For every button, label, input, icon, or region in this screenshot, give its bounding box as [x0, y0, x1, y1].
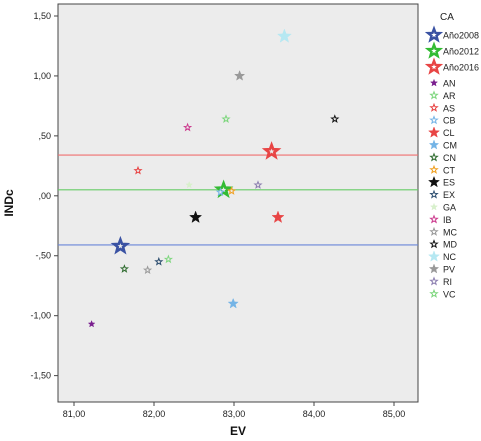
- point-ri: [253, 180, 263, 189]
- point-ex: [154, 256, 164, 266]
- y-tick-label: ,00: [38, 191, 51, 201]
- legend-marker: [427, 250, 441, 262]
- point-md: [330, 114, 340, 123]
- point-mc: [143, 265, 153, 275]
- legend-label: PV: [443, 265, 455, 275]
- legend-label: AN: [443, 79, 456, 89]
- legend-label: Año2012: [443, 47, 479, 57]
- legend-label: VC: [443, 289, 456, 299]
- y-tick-label: -,50: [35, 251, 51, 261]
- legend-marker: [429, 276, 439, 286]
- x-tick-label: 84,00: [303, 409, 326, 419]
- legend-marker: [429, 90, 439, 100]
- point-pv: [233, 70, 246, 81]
- legend-marker: [428, 139, 440, 150]
- legend-marker: [427, 126, 441, 138]
- legend-label: RI: [443, 277, 452, 287]
- legend-label: CM: [443, 141, 457, 151]
- y-axis-title: INDc: [2, 189, 16, 217]
- point-ib: [183, 122, 193, 132]
- legend-label: CN: [443, 153, 456, 163]
- point-an: [87, 319, 96, 328]
- legend-label: AR: [443, 91, 456, 101]
- point-cb: [215, 187, 225, 197]
- legend-label: Año2016: [443, 63, 479, 73]
- x-tick-label: 83,00: [223, 409, 246, 419]
- legend-marker: [428, 263, 440, 274]
- legend-label: NC: [443, 252, 456, 262]
- x-axis-title: EV: [230, 424, 246, 438]
- legend-marker: [429, 239, 439, 249]
- y-tick-label: -1,50: [30, 371, 51, 381]
- legend-marker: [429, 226, 439, 236]
- point-ar: [163, 254, 173, 264]
- legend-label: CT: [443, 165, 455, 175]
- legend-marker: [429, 78, 439, 87]
- legend: Año2008 Año2012 Año2016 AN AR AS CB CL CM CN CT ES E…: [424, 25, 479, 299]
- legend-label: GA: [443, 203, 456, 213]
- point-ct: [227, 186, 237, 195]
- legend-marker: [424, 25, 444, 43]
- legend-marker: [429, 189, 439, 199]
- legend-label: IB: [443, 215, 452, 225]
- legend-label: ES: [443, 178, 455, 188]
- y-tick-label: ,50: [38, 131, 51, 141]
- legend-marker: [424, 57, 444, 75]
- point-año2008: [110, 235, 131, 255]
- legend-marker: [429, 288, 439, 298]
- point-ga: [185, 180, 194, 189]
- legend-title: CA: [440, 12, 454, 23]
- legend-marker: [429, 202, 439, 211]
- point-cn: [119, 264, 129, 273]
- point-es: [189, 210, 203, 223]
- y-tick-label: 1,00: [33, 71, 51, 81]
- legend-label: Año2008: [443, 31, 479, 41]
- y-tick-label: -1,00: [30, 311, 51, 321]
- point-ar: [221, 114, 231, 123]
- legend-label: MD: [443, 240, 457, 250]
- point-cm: [227, 297, 239, 309]
- legend-label: CB: [443, 116, 456, 126]
- x-tick-label: 81,00: [63, 409, 86, 419]
- legend-label: EX: [443, 190, 455, 200]
- axis-ticks: 1,50 1,00 ,50 ,00 -,50 -1,00 -1,50 81,00 82,00 83…: [30, 11, 405, 419]
- legend-marker: [429, 214, 439, 224]
- legend-marker: [424, 41, 444, 59]
- x-tick-label: 82,00: [143, 409, 166, 419]
- legend-label: AS: [443, 103, 455, 113]
- point-as: [133, 165, 143, 175]
- legend-label: CL: [443, 128, 455, 138]
- point-año2012: [213, 179, 234, 199]
- data-points: [87, 28, 340, 328]
- x-tick-label: 85,00: [383, 409, 406, 419]
- point-nc: [276, 28, 292, 43]
- legend-marker: [427, 175, 441, 188]
- legend-marker: [429, 164, 439, 174]
- point-año2016: [261, 141, 282, 160]
- legend-marker: [429, 102, 439, 112]
- y-tick-label: 1,50: [33, 11, 51, 21]
- point-cl: [271, 210, 285, 223]
- plot-area: [57, 3, 419, 403]
- legend-marker: [429, 115, 439, 125]
- legend-marker: [429, 152, 439, 162]
- legend-label: MC: [443, 227, 457, 237]
